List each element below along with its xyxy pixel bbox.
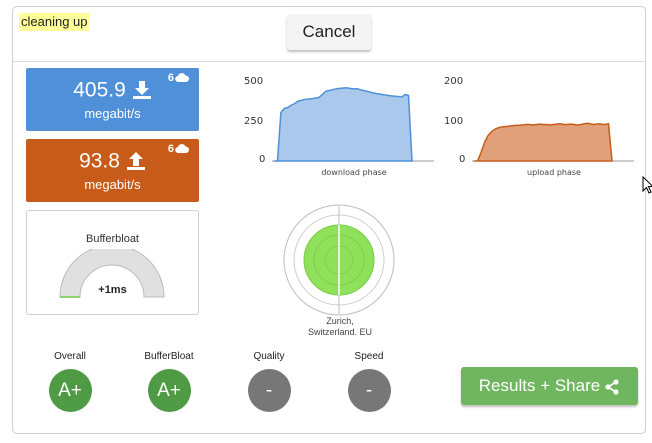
server-city: Zurich,: [326, 316, 354, 326]
upload-speed-box: 6 93.8 megabit/s: [26, 139, 199, 202]
upload-value-row: 93.8: [26, 149, 199, 173]
cancel-button[interactable]: Cancel: [287, 14, 371, 50]
share-icon: [605, 378, 619, 395]
upload-connections: 6: [167, 143, 190, 155]
header-divider: [13, 61, 645, 62]
mouse-pointer-icon: [642, 176, 652, 194]
status-label: cleaning up: [19, 13, 90, 31]
upload-y-tick: 200: [444, 76, 463, 87]
grade-speed: Speed -: [339, 351, 399, 412]
grade-overall-label: Overall: [54, 351, 86, 362]
upload-y-tick: 0: [459, 154, 465, 165]
server-region: Switzerland. EU: [307, 327, 373, 337]
download-y-tick: 250: [244, 116, 263, 127]
bufferbloat-box: Bufferbloat +1ms: [26, 210, 199, 315]
gauge-arc: [59, 249, 165, 298]
upload-y-tick: 100: [444, 116, 463, 127]
upload-unit: megabit/s: [84, 177, 141, 192]
grade-quality-label: Quality: [253, 351, 285, 362]
download-area: [274, 87, 413, 162]
download-chart: 500 250 0 download phase: [244, 76, 434, 177]
cloud-icon: [175, 73, 190, 83]
grade-quality-badge: -: [247, 369, 291, 412]
grade-speed-label: Speed: [354, 351, 384, 362]
download-value: 405.9: [73, 78, 126, 102]
grade-overall-badge: A+: [48, 369, 92, 412]
upload-icon: [126, 152, 145, 171]
grade-overall: Overall A+: [40, 351, 100, 412]
grade-bufferbloat-label: BufferBloat: [144, 351, 194, 362]
server-location: Zurich, Switzerland. EU: [280, 316, 400, 338]
cloud-icon: [175, 144, 190, 154]
results-share-button[interactable]: Results + Share: [461, 367, 638, 405]
download-speed-box: 6 405.9 megabit/s: [26, 68, 199, 131]
grade-bufferbloat: BufferBloat A+: [139, 351, 199, 412]
download-icon: [132, 81, 151, 100]
bufferbloat-title: Bufferbloat: [85, 233, 139, 245]
grade-bufferbloat-badge: A+: [147, 369, 191, 412]
upload-area: [474, 122, 613, 162]
bufferbloat-value: +1ms: [98, 284, 127, 296]
download-connections-count: 6: [167, 72, 174, 84]
grade-speed-badge: -: [347, 369, 391, 412]
download-unit: megabit/s: [84, 106, 141, 121]
latency-radar: [283, 204, 395, 316]
upload-connections-count: 6: [167, 143, 174, 155]
download-y-tick: 500: [244, 76, 263, 87]
download-chart-label: download phase: [321, 168, 386, 177]
upload-value: 93.8: [79, 149, 120, 173]
grade-quality: Quality -: [239, 351, 299, 412]
bufferbloat-gauge: [59, 249, 165, 298]
download-value-row: 405.9: [26, 78, 199, 102]
results-share-label: Results + Share: [478, 376, 601, 395]
download-y-tick: 0: [259, 154, 265, 165]
upload-chart-label: upload phase: [527, 168, 581, 177]
upload-chart: 200 100 0 upload phase: [444, 76, 634, 177]
download-connections: 6: [167, 72, 190, 84]
